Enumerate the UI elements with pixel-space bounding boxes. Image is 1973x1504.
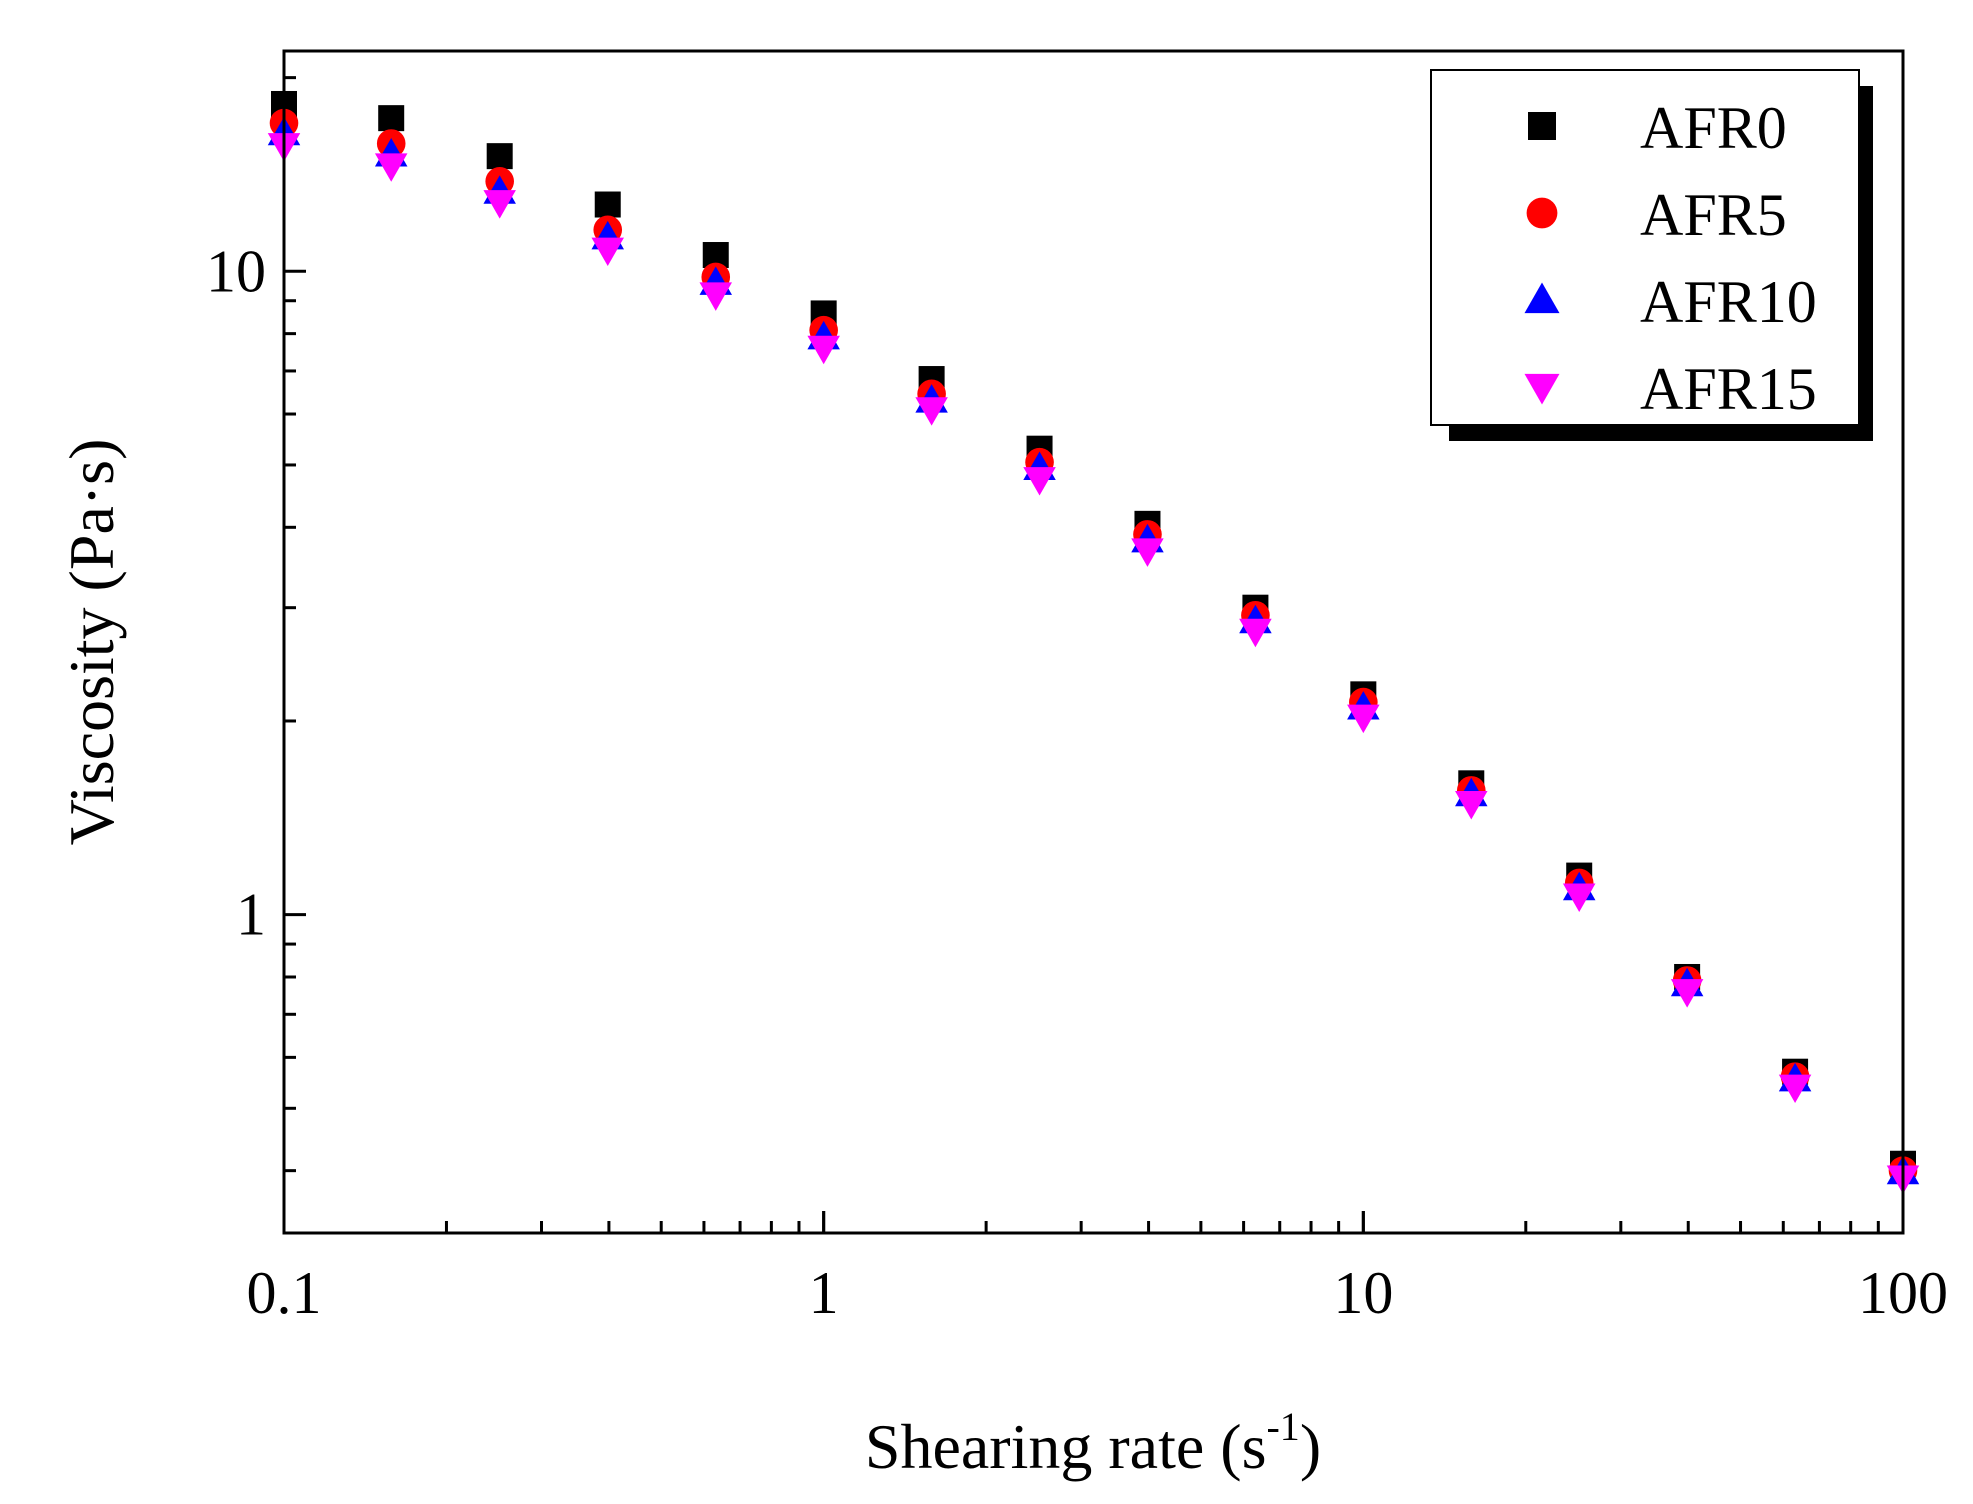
tick-marks (282, 76, 1905, 1233)
y-tick-label: 10 (206, 238, 266, 304)
data-point (1239, 618, 1272, 648)
legend-item-afr5: AFR5 (1526, 182, 1787, 248)
legend-entries: AFR0 AFR5 AFR10 AFR15 (1524, 95, 1817, 422)
x-tick-label: 0.1 (247, 1260, 322, 1326)
legend-label: AFR5 (1640, 182, 1787, 248)
data-point (1455, 791, 1488, 820)
legend-marker (1526, 197, 1558, 229)
data-point (591, 237, 624, 267)
data-point (374, 153, 408, 182)
data-point (1023, 467, 1056, 496)
legend-label: AFR10 (1640, 269, 1817, 335)
y-axis-title: Viscosity (Pa·s) (56, 439, 127, 846)
legend-marker (1524, 282, 1560, 314)
legend-item-afr15: AFR15 (1524, 356, 1817, 422)
y-tick-label: 1 (236, 882, 266, 948)
data-point (594, 191, 621, 218)
legend-item-afr0: AFR0 (1528, 95, 1787, 161)
x-tick-labels: 0.1 1 10 100 (247, 1260, 1949, 1326)
data-point (1347, 704, 1380, 734)
data-point (486, 143, 513, 170)
plot-frame (282, 49, 1905, 1235)
x-tick-label: 100 (1858, 1260, 1948, 1326)
legend-box (1430, 69, 1860, 426)
data-point (378, 105, 405, 132)
legend-marker (1528, 112, 1556, 140)
data-point (1778, 1074, 1812, 1104)
x-tick-label: 10 (1333, 1260, 1393, 1326)
x-tick-label: 1 (809, 1260, 839, 1326)
x-axis-title-superscript: -1 (1266, 1404, 1299, 1449)
data-point (1131, 538, 1164, 567)
x-axis-title: Shearing rate (s-1) (865, 1404, 1321, 1482)
legend-label: AFR15 (1640, 356, 1817, 422)
data-point (1562, 883, 1596, 912)
data-point (1670, 979, 1704, 1008)
data-point (807, 335, 840, 365)
legend: AFR0 AFR5 AFR10 AFR15 (1430, 69, 1873, 441)
data-point (699, 282, 732, 311)
data-point (483, 190, 516, 219)
x-axis-title-close: ) (1300, 1411, 1321, 1482)
data-point (915, 397, 948, 426)
y-tick-labels: 1 10 (206, 238, 266, 947)
legend-item-afr10: AFR10 (1524, 269, 1817, 335)
legend-marker (1524, 373, 1560, 405)
legend-label: AFR0 (1640, 95, 1787, 161)
